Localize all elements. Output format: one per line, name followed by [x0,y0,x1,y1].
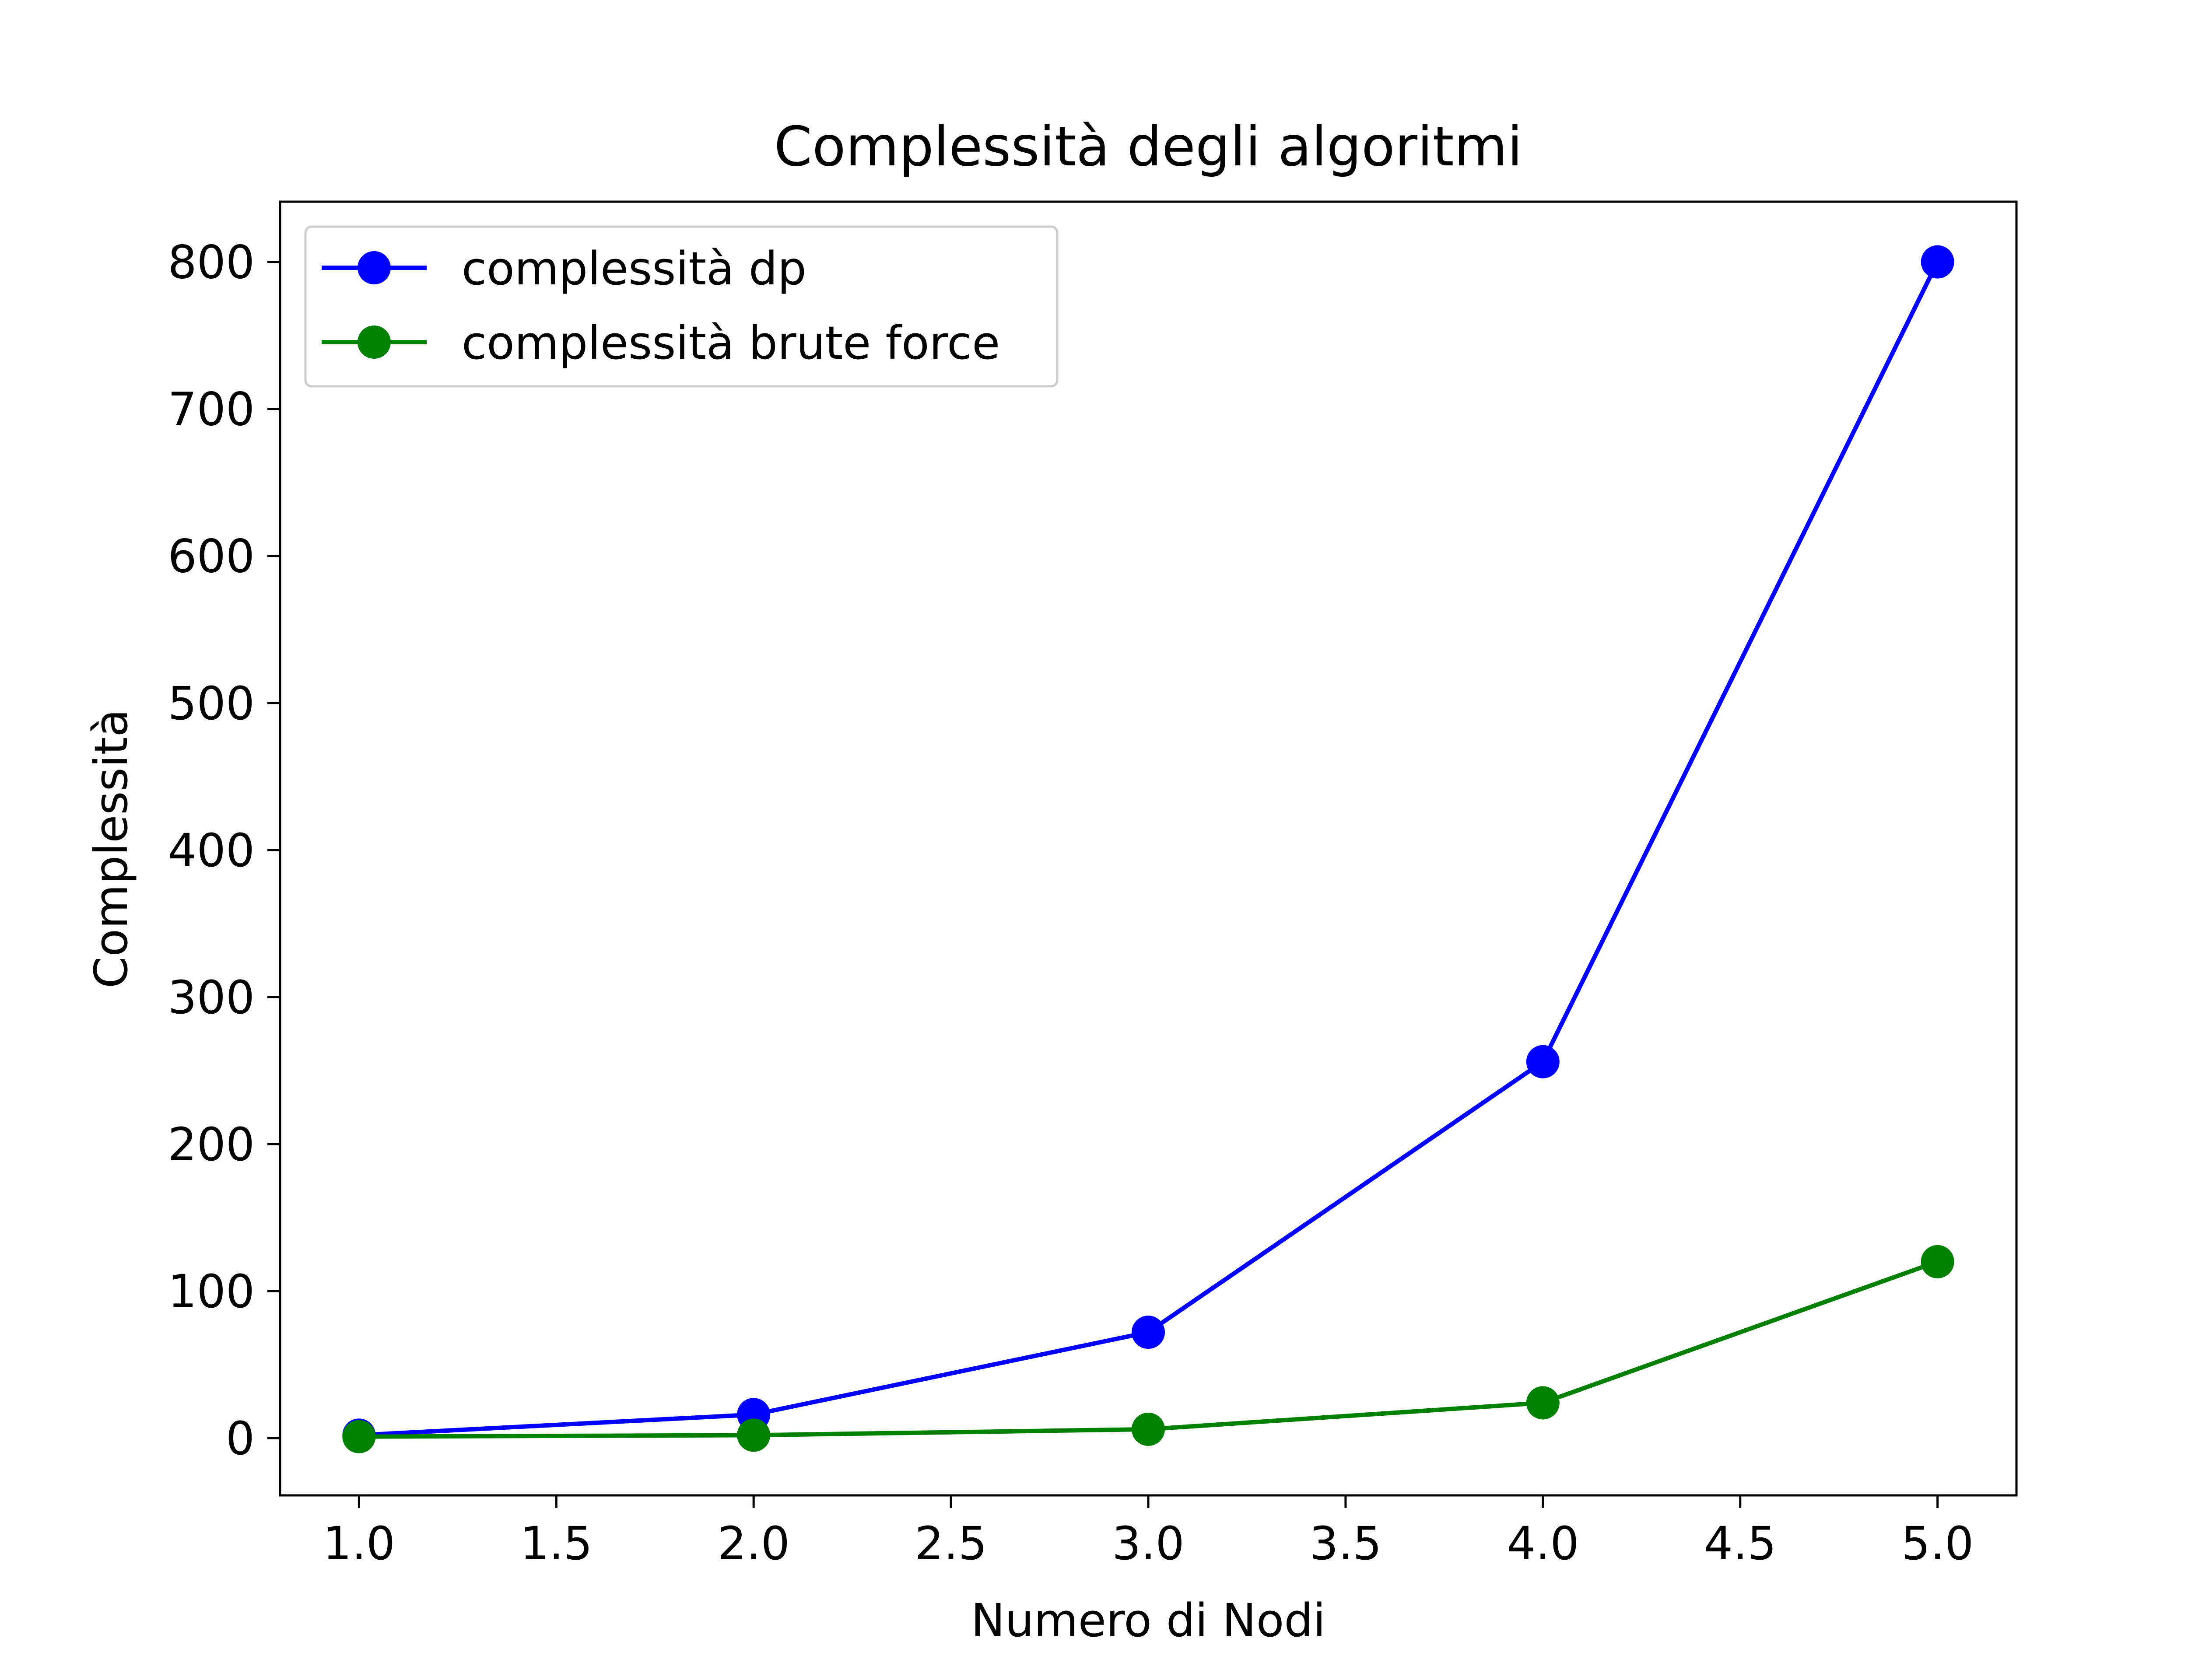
legend-label-dp: complessità dp [462,242,806,295]
y-tick-label: 400 [168,824,255,877]
x-tick-label: 1.0 [323,1517,395,1570]
y-tick-label: 500 [168,677,255,730]
data-point-1-0 [342,1420,376,1453]
x-axis-label: Numero di Nodi [971,1594,1325,1647]
data-point-0-4 [1921,245,1954,279]
y-tick-label: 200 [168,1118,255,1171]
x-tick-label: 4.0 [1507,1517,1579,1570]
x-tick-label: 3.5 [1309,1517,1382,1570]
y-tick-label: 100 [168,1265,255,1318]
legend-label-brute-force: complessità brute force [462,316,1000,370]
data-point-0-3 [1526,1045,1560,1078]
legend-box [304,225,1059,388]
data-point-1-3 [1526,1386,1560,1420]
y-tick-label: 800 [168,236,255,289]
y-tick-label: 700 [168,383,255,436]
x-tick-label: 1.5 [520,1517,593,1570]
x-tick-label: 5.0 [1901,1517,1974,1570]
data-point-0-2 [1132,1316,1165,1349]
y-axis-label: Complessità [84,709,138,988]
y-tick-label: 0 [226,1412,255,1465]
x-tick-label: 2.5 [915,1517,987,1570]
data-point-1-2 [1132,1412,1165,1446]
data-point-1-1 [737,1418,771,1452]
y-tick-label: 600 [168,530,255,583]
legend-entry-dp: complessità dp [322,242,806,295]
x-tick-label: 3.0 [1112,1517,1184,1570]
legend-marker-brute-force [358,326,391,359]
y-tick-label: 300 [168,971,255,1024]
legend-entry-brute-force: complessità brute force [322,316,1000,370]
legend-marker-dp [358,251,391,284]
data-point-1-4 [1921,1245,1954,1278]
x-tick-label: 4.5 [1704,1517,1776,1570]
x-tick-label: 2.0 [717,1517,789,1570]
chart-title: Complessità degli algoritmi [774,115,1522,178]
legend: complessità dp complessità brute force [304,225,1059,388]
